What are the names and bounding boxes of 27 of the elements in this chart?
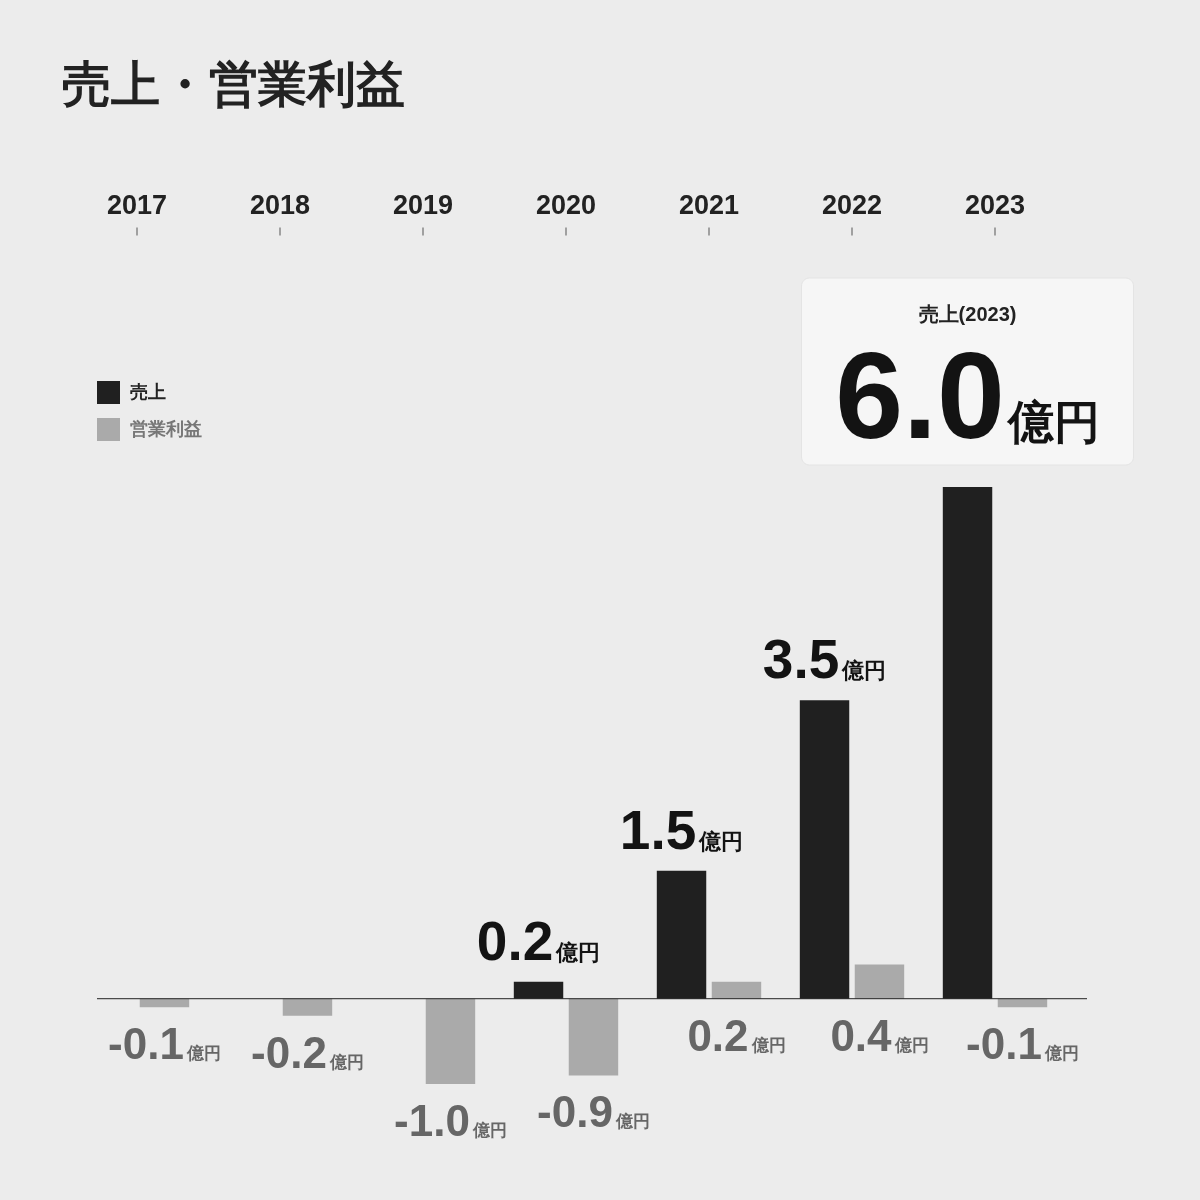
x-tick-label: 2020	[535, 189, 597, 220]
x-tick-label: 2022	[821, 189, 883, 220]
data-label: 0.2億円	[476, 909, 601, 972]
x-tick-label: 2023	[964, 189, 1026, 220]
bar	[425, 998, 476, 1084]
x-tick-label: 2021	[678, 189, 740, 220]
data-label: 6.0億円	[835, 328, 1100, 464]
x-tick-label: 2018	[249, 189, 311, 220]
legend-label: 営業利益	[130, 418, 202, 439]
legend-label: 売上	[130, 381, 166, 402]
x-tick-label: 2017	[106, 189, 168, 220]
bar	[997, 998, 1048, 1008]
bar	[854, 964, 905, 999]
bar	[568, 998, 619, 1076]
data-label: 1.5億円	[619, 798, 744, 861]
bar	[139, 998, 190, 1008]
data-label: -0.2億円	[251, 1027, 364, 1077]
data-label: -0.1億円	[108, 1019, 221, 1069]
bar	[282, 998, 333, 1016]
data-label: 3.5億円	[762, 628, 887, 691]
bar	[711, 981, 762, 999]
data-label: -0.1億円	[966, 1019, 1079, 1069]
x-tick-label: 2019	[392, 189, 454, 220]
text: 売上(2023)	[918, 303, 1017, 325]
data-label: -0.9億円	[537, 1087, 650, 1137]
data-label: 0.4億円	[830, 1010, 929, 1060]
chart-title: 売上・営業利益	[61, 57, 405, 111]
